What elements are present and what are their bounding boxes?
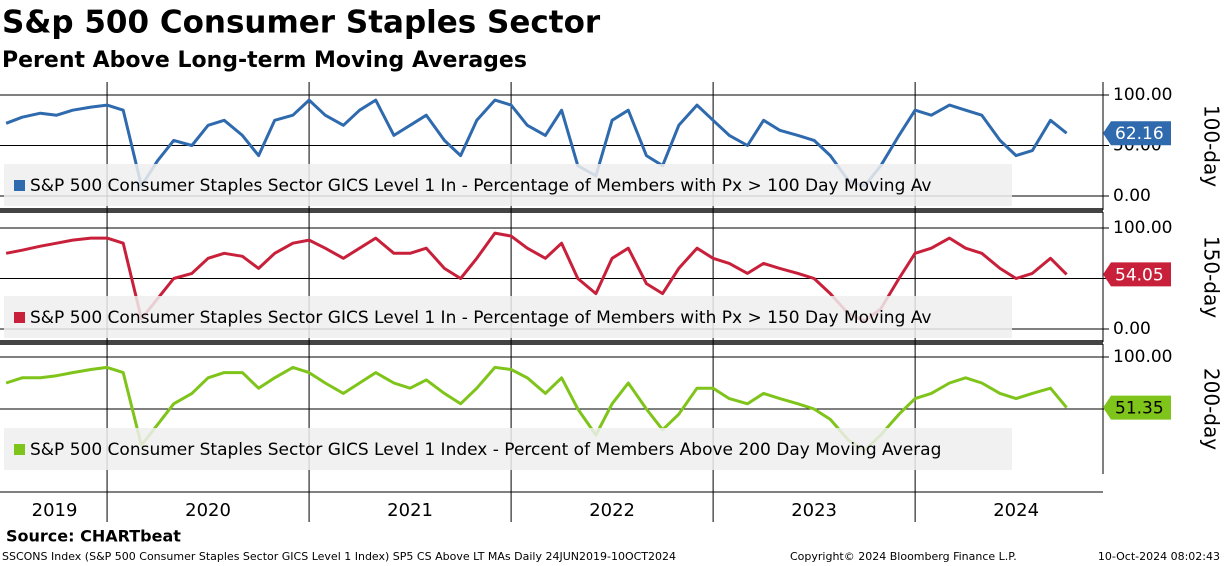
- y-tick-label: 100.00: [1113, 347, 1172, 367]
- x-tick-label: 2019: [32, 500, 78, 521]
- panel-label: 100-day: [1200, 105, 1224, 187]
- subtitle: Perent Above Long-term Moving Averages: [2, 48, 527, 73]
- panel-separator: [0, 208, 1103, 213]
- legend-label: S&P 500 Consumer Staples Sector GICS Lev…: [30, 176, 931, 196]
- footnote: SSCONS Index (S&P 500 Consumer Staples S…: [2, 550, 676, 563]
- last-value-label: 62.16: [1115, 124, 1164, 144]
- last-value-label: 51.35: [1115, 399, 1164, 419]
- last-value-badge: [1103, 395, 1171, 420]
- legend-label: S&P 500 Consumer Staples Sector GICS Lev…: [30, 308, 931, 328]
- source: Source: CHARTbeat: [6, 527, 181, 546]
- panel-separator: [0, 340, 1103, 345]
- x-tick-label: 2024: [993, 500, 1039, 521]
- y-tick-label: 100.00: [1113, 85, 1172, 105]
- x-tick-label: 2021: [387, 500, 433, 521]
- legend-label: S&P 500 Consumer Staples Sector GICS Lev…: [30, 440, 941, 460]
- x-tick-label: 2020: [185, 500, 231, 521]
- last-value-badge: [1103, 262, 1171, 287]
- legend-swatch: [14, 312, 25, 323]
- legend-box: [4, 428, 1012, 470]
- title: S&p 500 Consumer Staples Sector: [2, 5, 601, 41]
- x-tick-label: 2023: [791, 500, 837, 521]
- legend-swatch: [14, 444, 25, 455]
- legend-box: [4, 296, 1012, 338]
- y-tick-label: 100.00: [1113, 218, 1172, 238]
- data-line: [5, 365, 1068, 453]
- legend-swatch: [14, 180, 25, 191]
- copyright: Copyright© 2024 Bloomberg Finance L.P.: [790, 550, 1017, 563]
- legend-box: [4, 164, 1012, 206]
- timestamp: 10-Oct-2024 08:02:43: [1098, 550, 1220, 563]
- data-line: [5, 98, 1068, 188]
- data-line: [5, 231, 1068, 323]
- panel-label: 200-day: [1200, 368, 1224, 450]
- last-value-badge: [1103, 121, 1171, 146]
- panel-label: 150-day: [1200, 236, 1224, 318]
- y-tick-label: 0.00: [1113, 319, 1151, 339]
- x-tick-label: 2022: [589, 500, 635, 521]
- y-tick-label: 0.00: [1113, 186, 1151, 206]
- last-value-label: 54.05: [1115, 265, 1164, 285]
